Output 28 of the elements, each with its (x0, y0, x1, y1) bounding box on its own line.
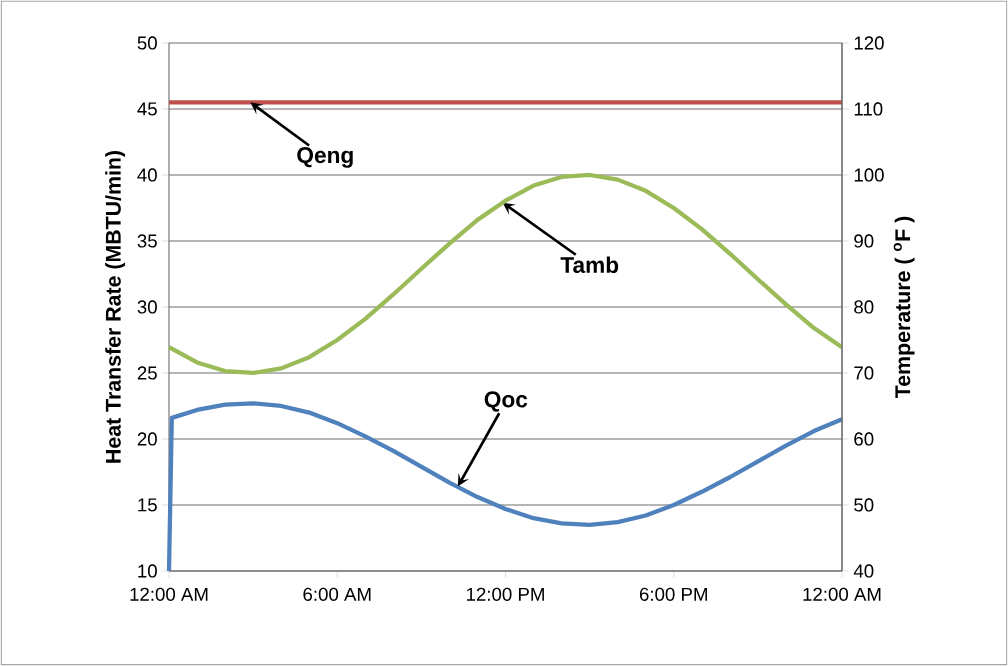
y-tick-label: 15 (138, 498, 157, 512)
annotation: Qeng (297, 147, 353, 168)
y2-tick-label: 40 (853, 564, 874, 578)
x-tick-label: 12:00 AM (130, 587, 208, 601)
x-tick-label: 12:00 AM (803, 587, 881, 601)
y-tick-label: 45 (137, 102, 157, 116)
y2-tick-label: 70 (854, 366, 874, 380)
y2-tick-label: 50 (854, 498, 874, 512)
y-axis-title: Heat Transfer Rate (MBTU/min) (105, 151, 126, 463)
y-tick-label: 40 (137, 168, 157, 182)
y2-axis-title: Temperature ( $^{o}$F ) (893, 216, 915, 398)
annotation: Qoc (484, 391, 528, 412)
y2-tick-label: 120 (854, 36, 884, 50)
y-tick-label: 20 (137, 432, 157, 446)
x-tick-label: 12:00 PM (466, 587, 544, 601)
x-tick-label: 6:00 AM (303, 587, 371, 601)
y2-tick-label: 80 (854, 300, 874, 314)
y-tick-label: 10 (138, 564, 157, 578)
y-tick-label: 50 (137, 36, 157, 50)
y2-tick-label: 100 (854, 168, 884, 182)
y-tick-label: 25 (137, 366, 157, 380)
y-tick-label: 30 (137, 300, 157, 314)
y-tick-label: 35 (137, 234, 157, 248)
y2-tick-label: 110 (854, 102, 883, 116)
x-tick-label: 6:00 PM (639, 587, 707, 601)
annotation: Tamb (560, 256, 619, 274)
y2-tick-label: 90 (854, 234, 874, 248)
y2-tick-label: 60 (854, 432, 874, 446)
